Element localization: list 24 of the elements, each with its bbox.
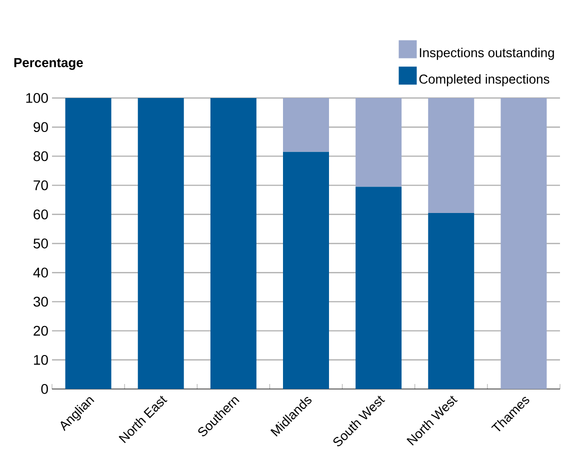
- bar: [356, 98, 402, 187]
- y-tick-label: 40: [33, 268, 48, 278]
- y-tick-label: 90: [34, 122, 48, 132]
- y-tick-label: 50: [34, 238, 48, 248]
- legend-label: Completed inspections: [419, 74, 550, 86]
- y-tick-label: 70: [34, 180, 48, 190]
- bar: [210, 98, 256, 389]
- y-tick-label: 0: [41, 384, 48, 394]
- bar: [428, 98, 474, 213]
- bar: [356, 186, 402, 389]
- legend-label: Inspections outstanding: [420, 48, 554, 60]
- bar: [500, 98, 547, 389]
- y-tick-label: 60: [34, 209, 48, 220]
- y-tick-label: 30: [33, 296, 48, 307]
- bar: [282, 98, 329, 152]
- bar: [428, 212, 474, 389]
- bar: [65, 98, 112, 389]
- bar: [282, 152, 329, 389]
- bar: [138, 98, 184, 389]
- y-tick-label: 100: [26, 93, 48, 103]
- y-tick-label: 20: [34, 326, 48, 336]
- y-tick-label: 10: [34, 354, 48, 365]
- y-tick-label: 80: [34, 151, 48, 162]
- y-axis-title: Percentage: [14, 58, 83, 70]
